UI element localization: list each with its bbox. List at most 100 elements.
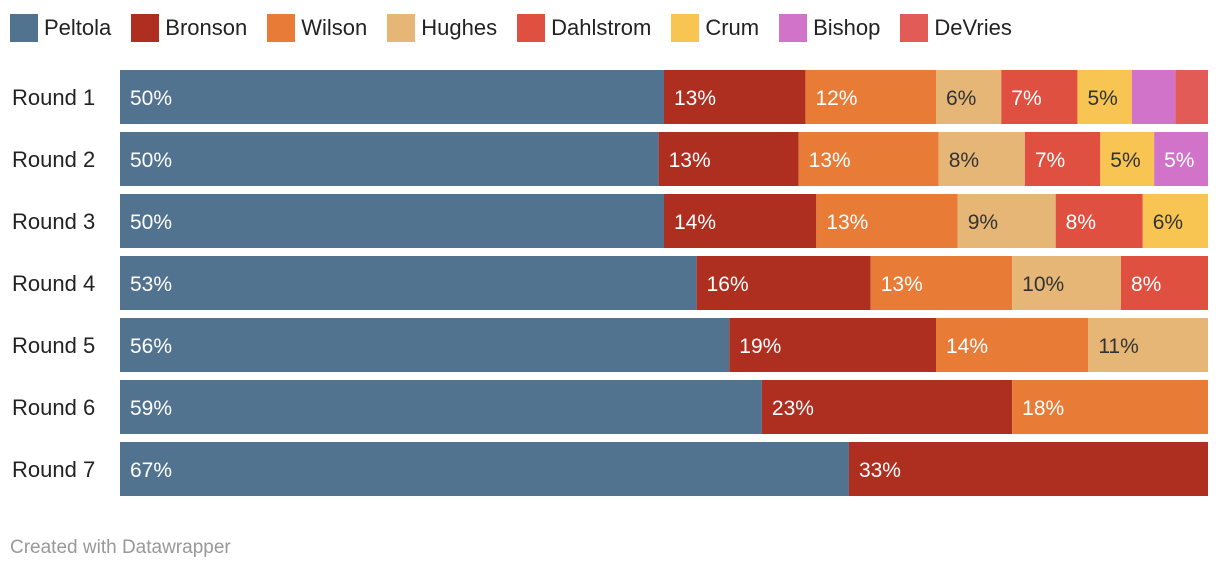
legend-swatch bbox=[900, 14, 929, 42]
row-label-round-1: Round 1 bbox=[12, 85, 95, 110]
data-label-round-1-peltola: 50% bbox=[130, 87, 172, 110]
bar-round-3-wilson bbox=[816, 194, 958, 248]
bar-round-1-dahlstrom bbox=[1001, 70, 1078, 124]
bar-round-1-crum bbox=[1077, 70, 1132, 124]
bar-round-1-bishop bbox=[1131, 70, 1176, 124]
data-label-round-1-crum: 5% bbox=[1087, 87, 1117, 110]
data-label-round-2-hughes: 8% bbox=[949, 149, 979, 172]
bar-round-5-peltola bbox=[120, 318, 730, 372]
legend-label: Wilson bbox=[301, 15, 368, 40]
bar-round-1-hughes bbox=[936, 70, 1002, 124]
data-label-round-2-peltola: 50% bbox=[130, 149, 172, 172]
bar-round-6-peltola bbox=[120, 380, 762, 434]
stacked-bar-chart: Round 1 50% 13% 12% 6% 7% 5% Round 2 50% 13% 13% 8%… bbox=[12, 70, 1208, 496]
data-label-round-3-hughes: 9% bbox=[968, 211, 998, 234]
legend-label: Bishop bbox=[813, 15, 881, 40]
bar-round-2-dahlstrom bbox=[1024, 132, 1101, 186]
data-label-round-7-bronson: 33% bbox=[859, 459, 901, 482]
data-label-round-4-wilson: 13% bbox=[881, 273, 923, 296]
bar-round-2-wilson bbox=[798, 132, 939, 186]
bar-round-2-peltola bbox=[120, 132, 659, 186]
data-label-round-3-peltola: 50% bbox=[130, 211, 172, 234]
row-label-round-2: Round 2 bbox=[12, 147, 95, 172]
bar-round-4-wilson bbox=[870, 256, 1013, 310]
bar-round-7-peltola bbox=[120, 442, 849, 496]
data-label-round-4-peltola: 53% bbox=[130, 273, 172, 296]
credit[interactable]: Created with Datawrapper bbox=[10, 537, 231, 558]
legend-label: Dahlstrom bbox=[551, 15, 652, 40]
bar-round-2-bronson bbox=[658, 132, 799, 186]
bar-round-2-hughes bbox=[938, 132, 1025, 186]
data-label-round-4-bronson: 16% bbox=[707, 273, 749, 296]
legend-item-bronson: Bronson bbox=[131, 14, 247, 42]
data-label-round-5-wilson: 14% bbox=[946, 335, 988, 358]
legend: Peltola Bronson Wilson Hughes Dahlstrom Crum B… bbox=[10, 12, 1032, 44]
bar-round-3-dahlstrom bbox=[1055, 194, 1143, 248]
legend-swatch bbox=[779, 14, 808, 42]
legend-swatch bbox=[387, 14, 416, 42]
bar-round-3-crum bbox=[1142, 194, 1208, 248]
legend-item-peltola: Peltola bbox=[10, 14, 111, 42]
data-label-round-3-bronson: 14% bbox=[674, 211, 716, 234]
bar-round-5-bronson bbox=[729, 318, 936, 372]
bar-round-6-bronson bbox=[761, 380, 1013, 434]
bar-round-1-devries bbox=[1175, 70, 1208, 124]
bar-round-4-peltola bbox=[120, 256, 697, 310]
data-label-round-2-bronson: 13% bbox=[669, 149, 711, 172]
bar-round-6-wilson bbox=[1012, 380, 1208, 434]
legend-item-crum: Crum bbox=[671, 14, 759, 42]
data-label-round-4-hughes: 10% bbox=[1022, 273, 1064, 296]
bar-round-4-bronson bbox=[696, 256, 871, 310]
legend-item-devries: DeVries bbox=[900, 14, 1012, 42]
data-label-round-1-dahlstrom: 7% bbox=[1011, 87, 1041, 110]
row-label-round-3: Round 3 bbox=[12, 209, 95, 234]
bar-round-3-bronson bbox=[664, 194, 817, 248]
data-label-round-7-peltola: 67% bbox=[130, 459, 172, 482]
data-label-round-1-bronson: 13% bbox=[674, 87, 716, 110]
data-label-round-2-bishop: 5% bbox=[1164, 149, 1194, 172]
legend-label: Crum bbox=[705, 15, 760, 40]
row-label-round-4: Round 4 bbox=[12, 271, 95, 296]
data-label-round-1-wilson: 12% bbox=[815, 87, 857, 110]
bar-round-7-bronson bbox=[848, 442, 1208, 496]
data-label-round-2-dahlstrom: 7% bbox=[1035, 149, 1065, 172]
bar-round-1-peltola bbox=[120, 70, 664, 124]
data-label-round-6-bronson: 23% bbox=[772, 397, 814, 420]
legend-label: Hughes bbox=[421, 15, 498, 40]
legend-label: Peltola bbox=[44, 15, 112, 40]
legend-label: Bronson bbox=[165, 15, 248, 40]
legend-label: DeVries bbox=[934, 15, 1012, 40]
data-label-round-3-dahlstrom: 8% bbox=[1066, 211, 1096, 234]
data-label-round-4-dahlstrom: 8% bbox=[1131, 273, 1161, 296]
bar-round-2-crum bbox=[1100, 132, 1155, 186]
row-label-round-7: Round 7 bbox=[12, 457, 95, 482]
data-label-round-5-bronson: 19% bbox=[739, 335, 781, 358]
bar-round-4-hughes bbox=[1012, 256, 1121, 310]
bar-round-3-peltola bbox=[120, 194, 664, 248]
legend-item-bishop: Bishop bbox=[779, 14, 880, 42]
bar-round-1-wilson bbox=[805, 70, 936, 124]
legend-item-hughes: Hughes bbox=[387, 14, 497, 42]
bar-round-5-hughes bbox=[1088, 318, 1208, 372]
row-label-round-5: Round 5 bbox=[12, 333, 95, 358]
row-label-round-6: Round 6 bbox=[12, 395, 95, 420]
data-label-round-3-wilson: 13% bbox=[826, 211, 868, 234]
data-label-round-6-wilson: 18% bbox=[1022, 397, 1064, 420]
legend-item-dahlstrom: Dahlstrom bbox=[517, 14, 651, 42]
bar-round-5-wilson bbox=[936, 318, 1089, 372]
legend-swatch bbox=[10, 14, 38, 42]
data-label-round-6-peltola: 59% bbox=[130, 397, 172, 420]
bar-round-4-dahlstrom bbox=[1120, 256, 1208, 310]
data-label-round-5-hughes: 11% bbox=[1098, 335, 1138, 358]
legend-item-wilson: Wilson bbox=[267, 14, 367, 42]
data-label-round-1-hughes: 6% bbox=[946, 87, 976, 110]
bar-round-3-hughes bbox=[957, 194, 1056, 248]
data-label-round-2-crum: 5% bbox=[1110, 149, 1140, 172]
legend-swatch bbox=[131, 14, 160, 42]
bar-round-2-bishop bbox=[1154, 132, 1208, 186]
data-label-round-5-peltola: 56% bbox=[130, 335, 172, 358]
legend-swatch bbox=[517, 14, 546, 42]
data-label-round-2-wilson: 13% bbox=[809, 149, 851, 172]
bar-round-1-bronson bbox=[664, 70, 806, 124]
legend-swatch bbox=[267, 14, 296, 42]
